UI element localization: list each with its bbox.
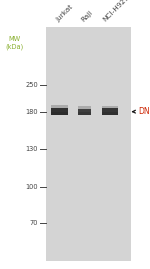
Text: Raji: Raji bbox=[80, 9, 94, 23]
Bar bbox=[102, 106, 119, 108]
Text: 250: 250 bbox=[26, 82, 38, 88]
Bar bbox=[51, 108, 68, 115]
Bar bbox=[51, 112, 68, 115]
Text: 130: 130 bbox=[26, 146, 38, 152]
Text: 100: 100 bbox=[26, 184, 38, 190]
Bar bbox=[78, 106, 92, 109]
Text: Jurkat: Jurkat bbox=[55, 4, 74, 23]
Bar bbox=[78, 112, 92, 115]
Bar bbox=[102, 108, 119, 115]
Bar bbox=[78, 109, 92, 115]
Text: DNMT1: DNMT1 bbox=[138, 107, 150, 116]
Bar bbox=[51, 105, 68, 108]
Text: 180: 180 bbox=[26, 109, 38, 115]
Bar bbox=[46, 27, 130, 261]
Bar bbox=[102, 112, 119, 115]
Text: NCI-H929: NCI-H929 bbox=[102, 0, 131, 23]
Text: MW
(kDa): MW (kDa) bbox=[5, 36, 23, 50]
Text: 70: 70 bbox=[30, 220, 38, 226]
